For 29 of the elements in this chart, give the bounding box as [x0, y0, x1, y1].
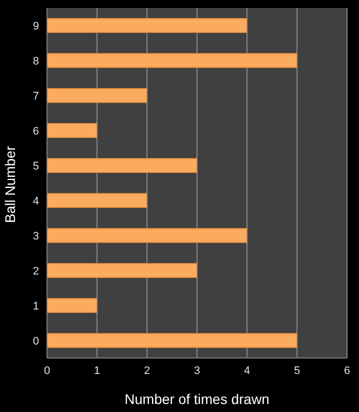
bar [47, 88, 148, 103]
y-axis-title: Ball Number [2, 146, 18, 223]
x-tick-label: 1 [94, 364, 100, 377]
bar [47, 18, 248, 33]
x-tick-label: 5 [294, 364, 300, 377]
y-tick-label: 8 [32, 55, 39, 68]
bar [47, 298, 98, 313]
y-tick-label: 3 [32, 230, 39, 242]
bar [47, 158, 198, 173]
bar [47, 53, 298, 68]
y-tick-label: 0 [32, 335, 39, 348]
x-tick-label: 0 [44, 364, 50, 377]
y-tick-label: 5 [32, 160, 39, 172]
bar [47, 123, 98, 138]
y-tick-label: 1 [32, 300, 39, 312]
x-tick-label: 2 [144, 364, 150, 377]
bar [47, 263, 198, 278]
x-axis-title: Number of times drawn [124, 391, 270, 407]
x-tick-label: 4 [244, 364, 250, 377]
bar [47, 333, 298, 348]
x-tick-label: 6 [344, 364, 350, 377]
y-tick-label: 9 [32, 20, 39, 32]
y-tick-label: 6 [32, 125, 39, 138]
bar [47, 193, 148, 208]
y-tick-label: 7 [32, 90, 39, 102]
y-tick-label: 2 [32, 265, 39, 278]
x-tick-label: 3 [194, 364, 200, 377]
bar [47, 228, 248, 243]
y-tick-label: 4 [32, 195, 39, 208]
